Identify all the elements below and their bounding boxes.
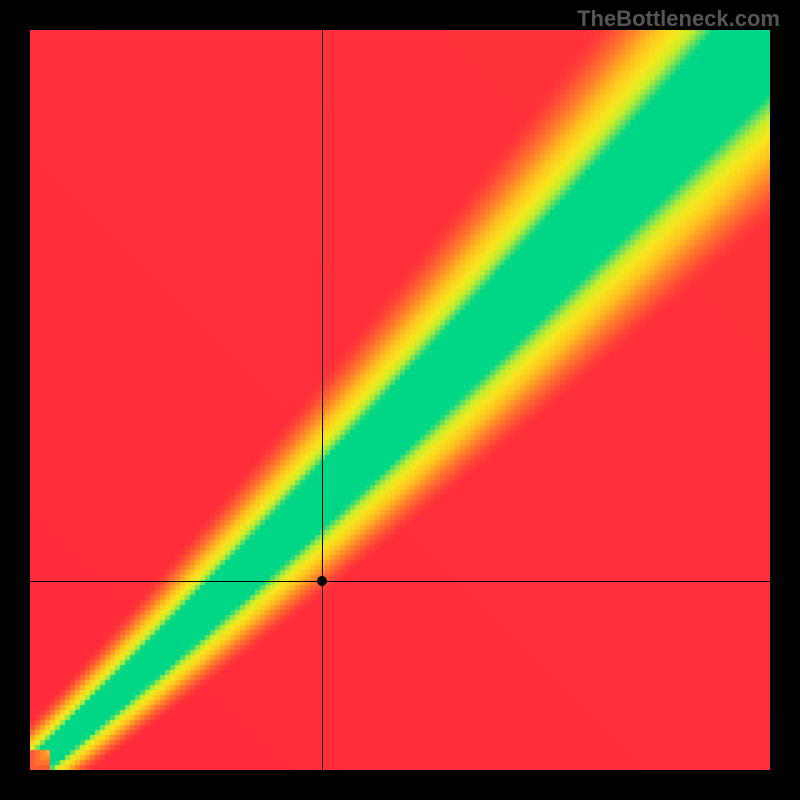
crosshair-vertical (322, 30, 323, 770)
plot-area (30, 30, 770, 770)
heatmap-canvas (30, 30, 770, 770)
crosshair-marker (317, 576, 327, 586)
watermark-text: TheBottleneck.com (577, 6, 780, 32)
crosshair-horizontal (30, 581, 770, 582)
chart-container: TheBottleneck.com (0, 0, 800, 800)
